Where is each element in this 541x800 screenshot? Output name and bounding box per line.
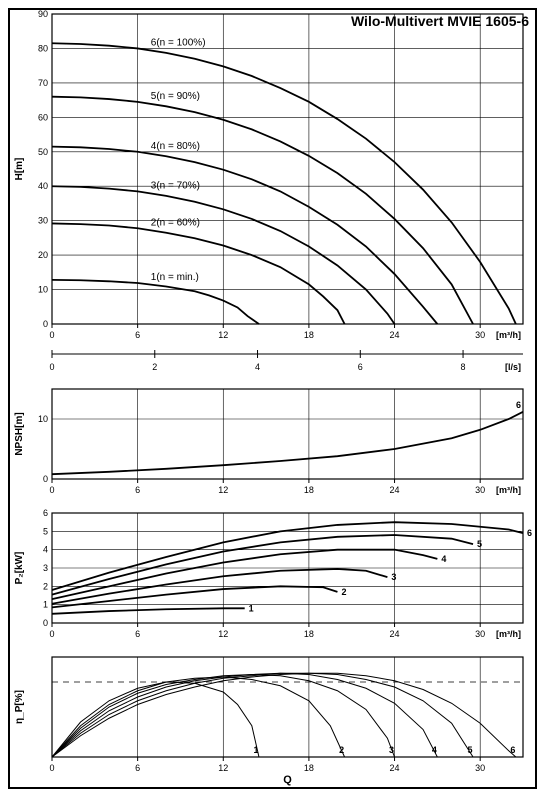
svg-text:6: 6 — [527, 528, 532, 538]
svg-text:4: 4 — [255, 362, 260, 372]
svg-text:η_P[%]: η_P[%] — [14, 690, 25, 724]
svg-text:H[m]: H[m] — [14, 158, 25, 181]
svg-text:6(n = 100%): 6(n = 100%) — [151, 38, 206, 49]
svg-text:[m³/h]: [m³/h] — [496, 485, 521, 495]
svg-text:6: 6 — [43, 508, 48, 518]
svg-text:4: 4 — [432, 745, 437, 755]
svg-text:60: 60 — [38, 112, 48, 122]
svg-text:24: 24 — [390, 629, 400, 639]
svg-text:2: 2 — [339, 745, 344, 755]
svg-text:NPSH[m]: NPSH[m] — [14, 412, 25, 455]
svg-text:30: 30 — [475, 629, 485, 639]
svg-text:0: 0 — [49, 629, 54, 639]
svg-text:30: 30 — [475, 330, 485, 340]
svg-text:18: 18 — [304, 763, 314, 773]
svg-text:12: 12 — [218, 330, 228, 340]
svg-text:6: 6 — [358, 362, 363, 372]
svg-text:2: 2 — [43, 581, 48, 591]
svg-text:4(n = 80%): 4(n = 80%) — [151, 141, 200, 152]
svg-text:[m³/h]: [m³/h] — [496, 629, 521, 639]
svg-text:30: 30 — [475, 763, 485, 773]
svg-text:5: 5 — [43, 526, 48, 536]
svg-text:40: 40 — [38, 181, 48, 191]
svg-text:2(n = 60%): 2(n = 60%) — [151, 217, 200, 228]
svg-text:3: 3 — [389, 745, 394, 755]
svg-text:2: 2 — [341, 587, 346, 597]
svg-text:Q: Q — [283, 774, 292, 786]
svg-text:24: 24 — [390, 763, 400, 773]
svg-text:6: 6 — [135, 330, 140, 340]
svg-text:6: 6 — [510, 745, 515, 755]
svg-text:3: 3 — [43, 563, 48, 573]
svg-text:0: 0 — [49, 485, 54, 495]
svg-text:12: 12 — [218, 763, 228, 773]
svg-text:[m³/h]: [m³/h] — [496, 330, 521, 340]
svg-text:20: 20 — [38, 250, 48, 260]
svg-text:1: 1 — [253, 745, 258, 755]
svg-text:80: 80 — [38, 43, 48, 53]
svg-text:90: 90 — [38, 10, 48, 19]
svg-text:12: 12 — [218, 629, 228, 639]
svg-text:1: 1 — [43, 600, 48, 610]
svg-text:0: 0 — [49, 330, 54, 340]
svg-text:50: 50 — [38, 147, 48, 157]
svg-text:5: 5 — [477, 539, 482, 549]
chart-title: Wilo-Multivert MVIE 1605-6 — [351, 13, 529, 29]
svg-text:0: 0 — [43, 618, 48, 628]
svg-text:24: 24 — [390, 330, 400, 340]
svg-text:5: 5 — [468, 745, 473, 755]
svg-text:6: 6 — [135, 485, 140, 495]
svg-text:0: 0 — [49, 763, 54, 773]
svg-text:70: 70 — [38, 78, 48, 88]
svg-text:3(n = 70%): 3(n = 70%) — [151, 181, 200, 192]
svg-text:0: 0 — [43, 319, 48, 329]
svg-text:18: 18 — [304, 629, 314, 639]
svg-text:10: 10 — [38, 285, 48, 295]
svg-text:1: 1 — [249, 603, 254, 613]
svg-text:0: 0 — [43, 474, 48, 484]
svg-text:2: 2 — [152, 362, 157, 372]
svg-text:3: 3 — [391, 572, 396, 582]
svg-text:6: 6 — [516, 400, 521, 410]
svg-text:4: 4 — [43, 545, 48, 555]
svg-text:6: 6 — [135, 629, 140, 639]
svg-text:0: 0 — [49, 362, 54, 372]
svg-text:18: 18 — [304, 330, 314, 340]
svg-text:24: 24 — [390, 485, 400, 495]
svg-text:8: 8 — [461, 362, 466, 372]
chart-svg: 0102030405060708090H[m]1(n = min.)2(n = … — [10, 10, 535, 787]
svg-text:4: 4 — [441, 554, 446, 564]
svg-text:1(n = min.): 1(n = min.) — [151, 272, 199, 283]
svg-text:P₂[kW]: P₂[kW] — [14, 552, 25, 585]
svg-text:12: 12 — [218, 485, 228, 495]
svg-text:5(n = 90%): 5(n = 90%) — [151, 91, 200, 102]
chart-container: Wilo-Multivert MVIE 1605-6 0102030405060… — [8, 8, 537, 789]
svg-text:[l/s]: [l/s] — [505, 362, 521, 372]
svg-text:18: 18 — [304, 485, 314, 495]
svg-text:10: 10 — [38, 414, 48, 424]
svg-text:6: 6 — [135, 763, 140, 773]
svg-text:30: 30 — [38, 216, 48, 226]
svg-text:30: 30 — [475, 485, 485, 495]
